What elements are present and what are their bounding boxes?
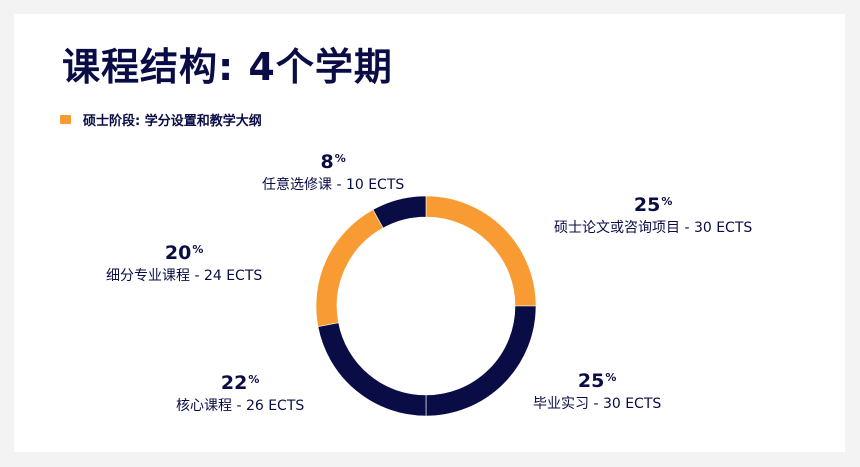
slice-percent: 22%: [220, 372, 260, 394]
slice-label-elective: 8% 任意选修课 - 10 ECTS: [262, 148, 404, 195]
donut-slice-core: [317, 322, 427, 417]
donut-slice-thesis: [425, 195, 537, 307]
donut-slice-specialization: [315, 209, 384, 327]
slice-percent: 25%: [633, 194, 673, 216]
slice-label-specialization: 20% 细分专业课程 - 24 ECTS: [106, 239, 262, 286]
subtitle-text: 硕士阶段: 学分设置和教学大纲: [83, 114, 262, 129]
orange-bullet-icon: [60, 115, 71, 124]
slice-label-thesis: 25% 硕士论文或咨询项目 - 30 ECTS: [554, 191, 752, 238]
slice-description: 毕业实习 - 30 ECTS: [533, 396, 662, 412]
slice-description: 硕士论文或咨询项目 - 30 ECTS: [554, 220, 753, 236]
slice-description: 核心课程 - 26 ECTS: [176, 398, 305, 414]
slice-description: 细分专业课程 - 24 ECTS: [106, 268, 263, 284]
slice-label-core: 22% 核心课程 - 26 ECTS: [176, 369, 304, 416]
subtitle: 硕士阶段: 学分设置和教学大纲: [60, 110, 262, 129]
slice-percent: 20%: [164, 242, 204, 264]
donut-chart: [315, 195, 537, 417]
slice-label-internship: 25% 毕业实习 - 30 ECTS: [533, 367, 661, 414]
donut-slice-internship: [425, 305, 537, 417]
slice-description: 任意选修课 - 10 ECTS: [262, 177, 405, 193]
donut-slice-elective: [372, 195, 427, 229]
slice-percent: 8%: [320, 151, 346, 173]
slide: 课程结构: 4个学期 硕士阶段: 学分设置和教学大纲 25% 硕士论文或咨询项目…: [14, 14, 845, 452]
page-title: 课程结构: 4个学期: [62, 45, 393, 89]
slice-percent: 25%: [577, 370, 617, 392]
